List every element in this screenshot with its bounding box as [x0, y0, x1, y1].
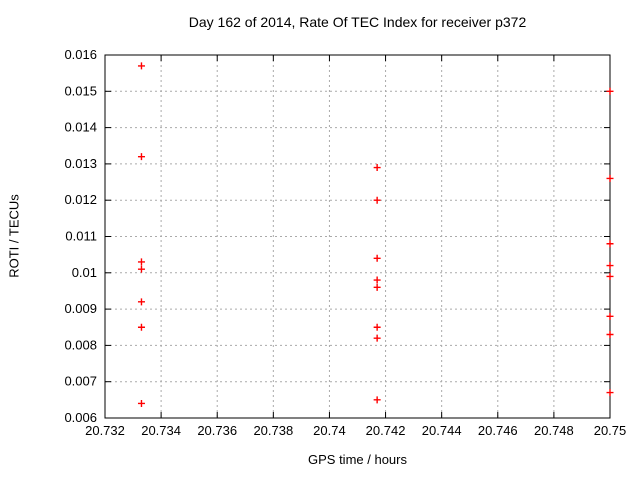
scatter-point — [606, 174, 614, 182]
scatter-point — [137, 323, 145, 331]
grid-lines — [104, 54, 611, 419]
y-tick-label: 0.013 — [64, 156, 97, 171]
y-tick-label: 0.012 — [64, 192, 97, 207]
x-axis-label: GPS time / hours — [308, 452, 407, 467]
y-tick-label: 0.016 — [64, 47, 97, 62]
y-tick-label: 0.014 — [64, 120, 97, 135]
scatter-point — [137, 62, 145, 70]
scatter-point — [373, 276, 381, 284]
scatter-point — [137, 399, 145, 407]
scatter-point — [373, 164, 381, 172]
x-tick-label: 20.74 — [313, 423, 346, 438]
y-tick-label: 0.015 — [64, 83, 97, 98]
scatter-point — [137, 298, 145, 306]
tick-labels: 20.732 20.734 20.736 20.738 20.74 20.742 20.74… — [64, 47, 626, 438]
x-tick-label: 20.744 — [422, 423, 462, 438]
scatter-point — [606, 262, 614, 270]
x-tick-label: 20.75 — [594, 423, 627, 438]
scatter-point — [373, 254, 381, 262]
y-tick-label: 0.006 — [64, 410, 97, 425]
scatter-point — [606, 240, 614, 248]
scatter-point — [606, 331, 614, 339]
y-tick-label: 0.007 — [64, 374, 97, 389]
scatter-point — [137, 265, 145, 273]
plot-border — [104, 54, 611, 419]
chart-title: Day 162 of 2014, Rate Of TEC Index for r… — [188, 14, 527, 30]
scatter-point — [606, 87, 614, 95]
scatter-point — [373, 196, 381, 204]
scatter-point — [373, 396, 381, 404]
scatter-point — [373, 283, 381, 291]
y-tick-label: 0.008 — [64, 337, 97, 352]
scatter-point — [606, 312, 614, 320]
x-tick-label: 20.736 — [197, 423, 237, 438]
scatter-point — [137, 258, 145, 266]
y-tick-label: 0.011 — [65, 229, 97, 244]
scatter-point — [137, 153, 145, 161]
x-tick-label: 20.738 — [253, 423, 293, 438]
scatter-point — [373, 334, 381, 342]
x-tick-label: 20.746 — [478, 423, 518, 438]
x-tick-label: 20.734 — [141, 423, 181, 438]
scatter-point — [373, 323, 381, 331]
x-tick-label: 20.742 — [366, 423, 406, 438]
y-tick-label: 0.009 — [64, 301, 97, 316]
data-points — [137, 62, 614, 407]
scatter-point — [606, 272, 614, 280]
y-tick-label: 0.01 — [72, 265, 97, 280]
x-tick-label: 20.732 — [85, 423, 125, 438]
x-tick-label: 20.748 — [534, 423, 574, 438]
scatter-point — [606, 389, 614, 397]
